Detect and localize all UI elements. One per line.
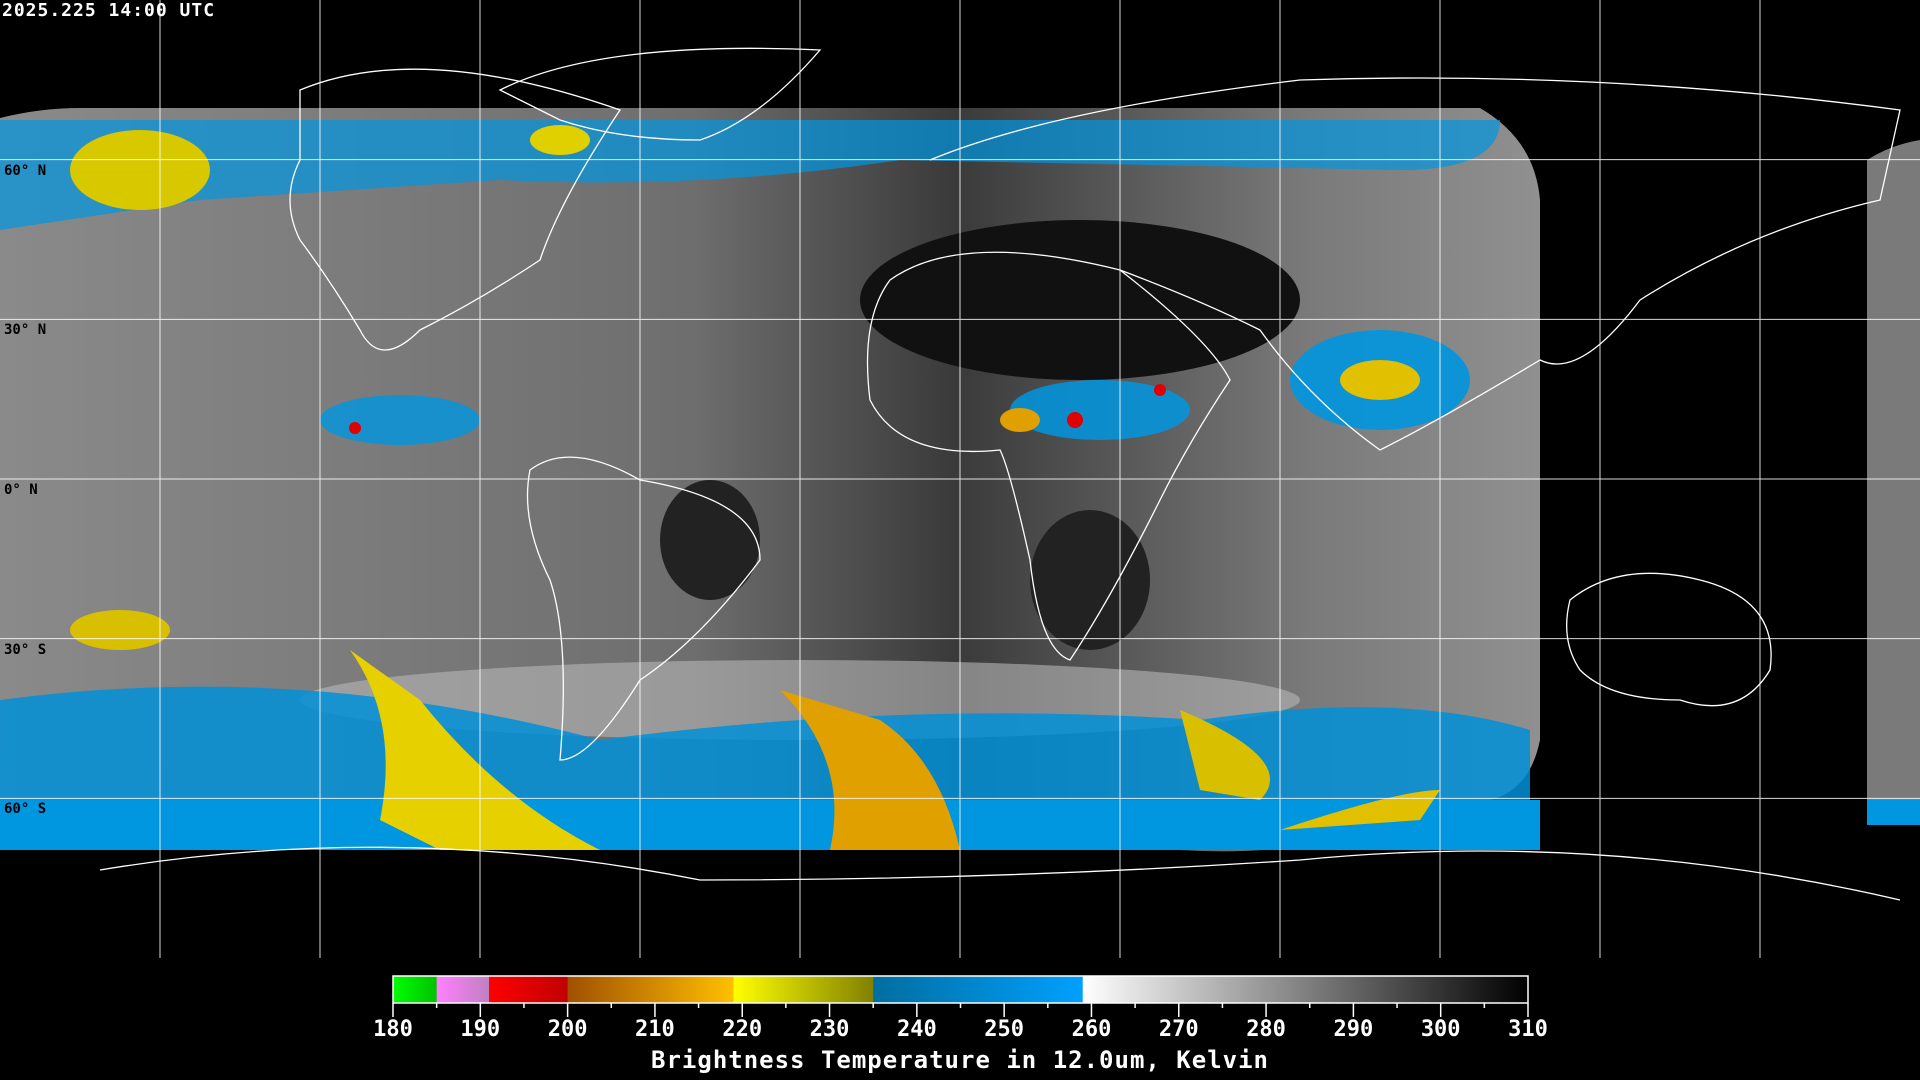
colorbar-tick-label: 210 — [635, 1017, 675, 1042]
colorbar-segment — [733, 976, 874, 1003]
colorbar-segment — [489, 976, 569, 1003]
colorbar-segment — [1082, 976, 1529, 1003]
colorbar-tick-label: 220 — [722, 1017, 762, 1042]
colorbar-tick-label: 190 — [460, 1017, 500, 1042]
satellite-map — [0, 0, 1920, 958]
colorbar-tick-label: 240 — [897, 1017, 937, 1042]
colorbar-tick-label: 180 — [373, 1017, 413, 1042]
lat-label: 60° N — [4, 162, 47, 179]
colorbar-tick-label: 280 — [1246, 1017, 1286, 1042]
colorbar-segment — [393, 976, 438, 1003]
colorbar-tick-label: 200 — [548, 1017, 588, 1042]
colorbar-tick-label: 310 — [1508, 1017, 1548, 1042]
graticule — [0, 0, 1920, 958]
colorbar-tick-label: 250 — [984, 1017, 1024, 1042]
imagery — [0, 108, 1920, 852]
lat-label: 60° S — [4, 801, 47, 818]
colorbar-tick-label: 300 — [1421, 1017, 1461, 1042]
lat-label: 30° S — [4, 641, 47, 658]
colorbar-tick-label: 290 — [1334, 1017, 1374, 1042]
colorbar-tick-label: 260 — [1072, 1017, 1112, 1042]
colorbar-title: Brightness Temperature in 12.0um, Kelvin — [651, 1046, 1269, 1074]
colorbar: 180 190 200 210 220 230 240 250 260 270 280 290 300 3… — [373, 975, 1548, 1042]
colorbar-segment — [567, 976, 734, 1003]
timestamp-label: 2025.225 14:00 UTC — [2, 0, 216, 21]
colorbar-segment — [873, 976, 1084, 1003]
colorbar-segment — [436, 976, 490, 1003]
lat-label: 30° N — [4, 322, 47, 339]
colorbar-tick-label: 230 — [810, 1017, 850, 1042]
colorbar-tick-label: 270 — [1159, 1017, 1199, 1042]
lat-label: 0° N — [4, 482, 38, 498]
